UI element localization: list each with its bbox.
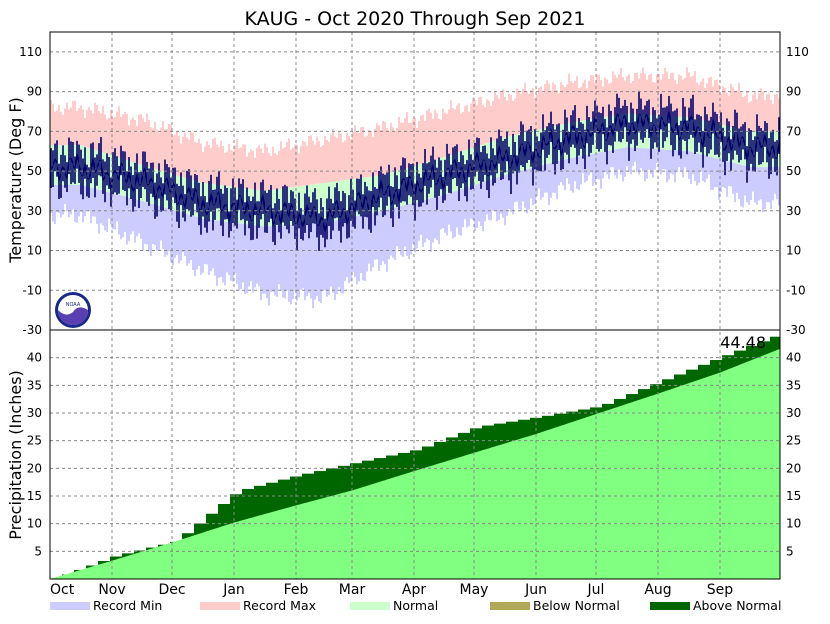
temp-tick-label-right: 90	[786, 85, 801, 99]
temp-tick-label-left: 50	[27, 164, 42, 178]
legend: Record Min Record Max Normal Below Normal Ab…	[50, 598, 781, 613]
temp-tick-label-left: -30	[22, 323, 42, 337]
precipitation-panel	[50, 337, 780, 579]
temp-tick-label-left: 90	[27, 85, 42, 99]
legend-swatch	[200, 602, 240, 610]
precip-tick-label-right: 30	[786, 406, 801, 420]
temperature-panel	[50, 67, 780, 308]
legend-label: Below Normal	[533, 598, 620, 613]
legend-label: Normal	[393, 598, 438, 613]
precip-tick-label-left: 40	[27, 351, 42, 365]
month-label: Apr	[402, 582, 426, 598]
month-label: Sep	[707, 582, 734, 598]
month-label: Aug	[644, 582, 671, 598]
precip-tick-label-right: 35	[786, 378, 801, 392]
precip-tick-label-right: 10	[786, 517, 801, 531]
precip-total-label: 44.48	[720, 333, 766, 352]
month-label: Dec	[158, 582, 185, 598]
temp-tick-label-right: 110	[786, 45, 809, 59]
temp-tick-label-left: 110	[19, 45, 42, 59]
temp-tick-label-right: 50	[786, 164, 801, 178]
chart-title: KAUG - Oct 2020 Through Sep 2021	[244, 8, 585, 30]
precip-tick-label-left: 5	[34, 544, 42, 558]
precip-tick-label-right: 20	[786, 461, 801, 475]
noaa-logo-text: NOAA	[66, 302, 81, 308]
precip-tick-label-left: 10	[27, 517, 42, 531]
temp-tick-label-right: 30	[786, 204, 801, 218]
temp-tick-label-right: -10	[786, 283, 806, 297]
temp-tick-label-right: -30	[786, 323, 806, 337]
temp-tick-label-left: 70	[27, 124, 42, 138]
legend-label: Record Max	[243, 598, 316, 613]
legend-label: Above Normal	[693, 598, 781, 613]
precip-tick-label-right: 5	[786, 544, 794, 558]
precip-tick-label-right: 40	[786, 351, 801, 365]
temp-tick-label-right: 70	[786, 124, 801, 138]
noaa-logo: NOAA	[55, 292, 91, 328]
precip-tick-label-right: 25	[786, 434, 801, 448]
legend-swatch	[650, 602, 690, 610]
legend-swatch	[490, 602, 530, 610]
legend-label: Record Min	[93, 598, 162, 613]
legend-swatch	[50, 602, 90, 610]
temp-tick-label-left: -10	[22, 283, 42, 297]
precip-tick-label-right: 15	[786, 489, 801, 503]
precip-tick-label-left: 15	[27, 489, 42, 503]
precip-tick-label-left: 30	[27, 406, 42, 420]
month-label: May	[460, 582, 489, 598]
month-label: Oct	[50, 582, 75, 598]
month-label: Nov	[98, 582, 125, 598]
precip-tick-label-left: 20	[27, 461, 42, 475]
temp-tick-label-left: 30	[27, 204, 42, 218]
month-label: Mar	[339, 582, 366, 598]
month-label: Jan	[222, 582, 245, 598]
temperature-axis-label: Temperature (Deg F)	[6, 97, 25, 264]
precip-tick-label-left: 25	[27, 434, 42, 448]
temp-tick-label-right: 10	[786, 244, 801, 258]
precip-tick-label-left: 35	[27, 378, 42, 392]
legend-swatch	[350, 602, 390, 610]
month-label: Feb	[284, 582, 309, 598]
temp-tick-label-left: 10	[27, 244, 42, 258]
month-label: Jun	[524, 582, 547, 598]
precipitation-axis-label: Precipitation (Inches)	[6, 370, 25, 540]
month-label: Jul	[587, 582, 605, 598]
